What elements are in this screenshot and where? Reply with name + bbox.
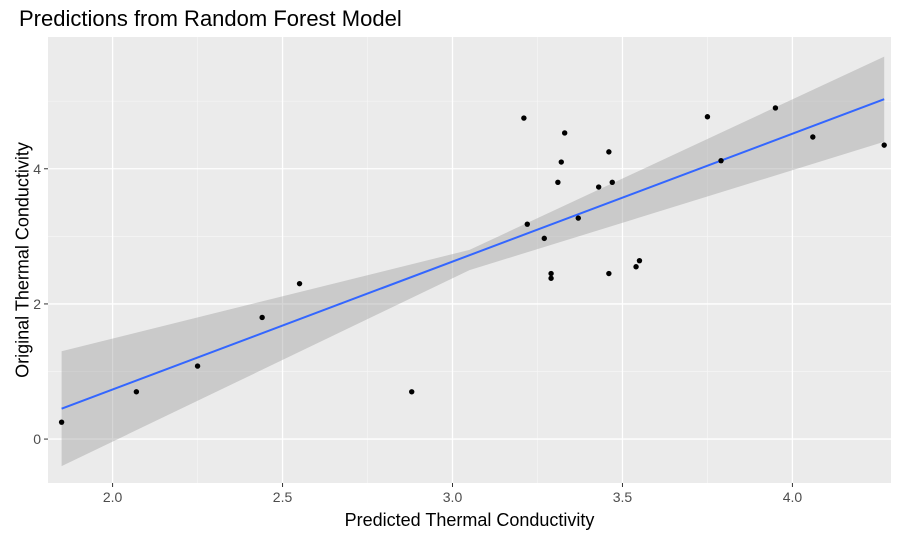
- chart-title: Predictions from Random Forest Model: [19, 6, 402, 31]
- plot-panel: [48, 37, 891, 483]
- data-point: [548, 270, 554, 277]
- data-point: [633, 264, 639, 270]
- data-point: [810, 134, 816, 140]
- data-point: [296, 280, 303, 287]
- x-axis-label: Predicted Thermal Conductivity: [345, 510, 595, 530]
- y-tick-label: 2: [33, 296, 41, 312]
- data-point: [772, 105, 779, 111]
- grid-lines: [48, 37, 891, 483]
- confidence-band: [61, 56, 885, 467]
- x-tick-label: 2.0: [103, 489, 123, 505]
- confidence-band-layer: [61, 56, 885, 467]
- data-point: [561, 130, 568, 136]
- data-point: [259, 314, 265, 321]
- data-point: [558, 159, 564, 165]
- data-point: [58, 419, 65, 425]
- x-tick-label: 3.5: [613, 489, 633, 505]
- data-point: [555, 179, 561, 185]
- data-point: [595, 184, 602, 190]
- data-point: [881, 142, 887, 148]
- data-point: [194, 363, 201, 369]
- data-point: [521, 115, 527, 121]
- data-point: [704, 114, 711, 120]
- axis-ticks: 2.0 2.5 3.0 3.5 4.0 0 2 4: [33, 161, 802, 505]
- data-point: [606, 270, 612, 277]
- data-point: [606, 149, 612, 155]
- fit-line: [61, 98, 885, 410]
- data-point: [541, 235, 547, 242]
- x-tick-label: 4.0: [783, 489, 803, 505]
- x-tick-label: 3.0: [443, 489, 463, 505]
- data-points: [58, 105, 887, 425]
- y-tick-label: 0: [33, 431, 41, 447]
- data-point: [409, 389, 415, 395]
- data-point: [575, 215, 581, 221]
- data-point: [548, 275, 554, 281]
- data-point: [609, 179, 615, 185]
- x-tick-label: 2.5: [273, 489, 293, 505]
- fit-line-layer: [61, 98, 885, 410]
- y-tick-label: 4: [33, 161, 41, 177]
- data-point: [636, 257, 643, 264]
- data-point: [718, 157, 724, 164]
- data-point: [133, 389, 140, 395]
- y-axis-label: Original Thermal Conductivity: [12, 142, 32, 378]
- data-point: [524, 221, 530, 227]
